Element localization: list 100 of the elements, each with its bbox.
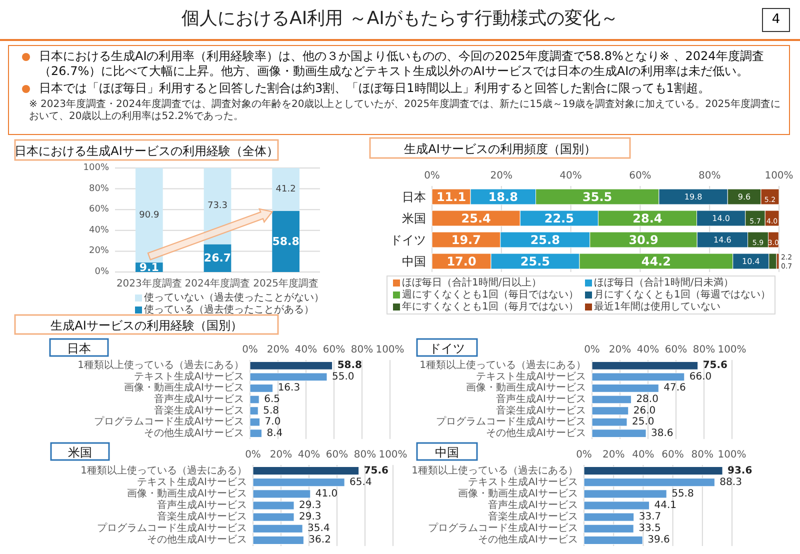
- y-tick-label: 40%: [88, 225, 110, 236]
- bar: [584, 466, 723, 476]
- data-label: 88.3: [720, 476, 742, 488]
- x-tick-label: 0%: [584, 344, 600, 356]
- x-tick-label: 2025年度調査: [253, 278, 319, 290]
- data-label: 17.0: [446, 254, 476, 268]
- text: 日本における生成AIの利用率（利用経験率）は、他の３か国より低いものの、今回の2025年度調査で58.8%となり※ 、2024年度調査（26.7%）に比べて大幅に上昇。他方、画像・動画生成などテキスト生成以外のAIサービスでは日本の生成AIの利用率は未だ低い。: [39, 49, 764, 78]
- chart-title: 生成AIサービスの利用頻度（国別）: [404, 142, 596, 156]
- x-tick-label: 60%: [664, 344, 688, 356]
- bar: [584, 524, 634, 533]
- bar: [252, 512, 294, 522]
- data-label: 58.8: [272, 234, 300, 248]
- data-label: 28.4: [632, 211, 662, 226]
- data-label: 33.5: [638, 523, 661, 534]
- x-tick-label: 40%: [632, 450, 654, 460]
- data-label: 55.8: [672, 488, 694, 500]
- x-tick-label: 20%: [266, 344, 290, 356]
- data-label: 41.0: [315, 488, 338, 500]
- bar: [584, 536, 643, 545]
- y-tick-label: 80%: [88, 184, 110, 194]
- y-tick-label: 画像・動画生成AIサービス: [466, 382, 586, 394]
- data-label: 28.0: [636, 394, 658, 405]
- data-label: 11.1: [436, 190, 466, 204]
- bar: [592, 429, 646, 438]
- data-label: 66.0: [689, 371, 712, 382]
- x-tick-label: 40%: [294, 344, 318, 356]
- data-label: 73.3: [207, 201, 228, 212]
- y-tick-label: 1種類以上使っている（過去にある）: [78, 359, 244, 372]
- y-tick-label: 画像・動画生成AIサービス: [458, 487, 578, 500]
- x-tick-label: 100%: [376, 344, 404, 356]
- legend-label: 年にすくなくとも1回（毎月ではない）: [402, 300, 578, 312]
- bar: [252, 524, 303, 533]
- data-label: 44.2: [641, 254, 671, 268]
- y-tick-label: 1種類以上使っている（過去にある）: [412, 464, 578, 476]
- text: ※ 2023年度調査・2024年度調査では、調査対象の年齢を20歳以上としていたが、2025年度調査では、新たに15歳～19歳を調査対象に加えている。2025年度調査において、20歳以上の利用率は52.2%であった。: [29, 99, 782, 123]
- y-tick-label: 音声生成AIサービス: [157, 499, 247, 511]
- legend-label: ほぼ毎日（合計1時間/日未満）: [594, 276, 734, 288]
- y-tick-label: 米国: [402, 211, 426, 226]
- data-label: 7.0: [264, 416, 281, 428]
- legend-label: 最近1年間は使用していない: [594, 300, 720, 312]
- y-tick-label: 画像・動画生成AIサービス: [124, 382, 244, 394]
- x-tick-label: 20%: [270, 450, 292, 460]
- y-tick-label: その他生成AIサービス: [478, 534, 578, 546]
- data-label: 19.8: [684, 192, 702, 202]
- data-label: 6.5: [264, 394, 280, 405]
- data-label: 47.6: [664, 382, 686, 394]
- y-tick-label: 中国: [402, 254, 426, 268]
- x-tick-label: 80%: [698, 170, 721, 182]
- data-label: 29.3: [299, 512, 322, 523]
- bar: [250, 406, 258, 415]
- y-tick-label: 音楽生成AIサービス: [488, 510, 578, 523]
- text: 4: [762, 8, 790, 32]
- data-label: 9.6: [738, 192, 751, 202]
- y-tick-label: ドイツ: [390, 232, 426, 247]
- bar: [252, 490, 311, 498]
- bar: [584, 490, 667, 498]
- bar: [136, 168, 163, 263]
- x-tick-label: 60%: [322, 344, 346, 356]
- chart-title: 日本における生成AIサービスの利用経験（全体）: [14, 144, 278, 158]
- bar: [250, 395, 260, 404]
- y-tick-label: その他生成AIサービス: [144, 426, 244, 439]
- legend-label: 使っている（過去使ったことがある）: [144, 304, 314, 316]
- data-label: 9.1: [139, 260, 159, 274]
- bar: [272, 210, 300, 272]
- y-tick-label: 画像・動画生成AIサービス: [127, 487, 247, 500]
- bar: [592, 384, 659, 392]
- data-label: 38.6: [651, 428, 674, 439]
- y-tick-label: テキスト生成AIサービス: [137, 476, 247, 488]
- bar: [250, 418, 260, 426]
- bar: [584, 512, 634, 522]
- data-label: 5.8: [263, 405, 280, 416]
- text: 日本: [67, 342, 91, 356]
- data-label: 25.5: [520, 254, 550, 268]
- data-label: 35.4: [308, 523, 330, 534]
- data-label: 33.7: [638, 512, 662, 523]
- data-label: 10.4: [742, 256, 760, 266]
- text: 個人におけるAI利用 ～AIがもたらす行動様式の変化～: [182, 8, 618, 29]
- y-tick-label: 20%: [88, 246, 110, 256]
- x-tick-label: 40%: [636, 344, 660, 356]
- y-tick-label: プログラムコード生成AIサービス: [428, 522, 578, 534]
- x-tick-label: 100%: [378, 450, 408, 460]
- bar: [250, 372, 328, 382]
- bar: [250, 384, 274, 392]
- bar: [592, 418, 628, 426]
- x-tick-label: 100%: [718, 450, 746, 460]
- data-label: 25.8: [530, 232, 560, 247]
- data-label: 26.0: [633, 405, 656, 416]
- y-tick-label: 音声生成AIサービス: [496, 393, 586, 405]
- x-tick-label: 0%: [242, 344, 258, 356]
- data-label: 93.6: [728, 465, 752, 476]
- x-tick-label: 0%: [245, 450, 261, 460]
- bar: [272, 168, 300, 211]
- y-tick-label: 日本: [402, 190, 426, 204]
- bar: [252, 478, 345, 487]
- data-label: 8.4: [266, 428, 283, 439]
- y-tick-label: 1種類以上使っている（過去にある）: [420, 359, 586, 372]
- bar: [250, 429, 262, 438]
- y-tick-label: その他生成AIサービス: [486, 426, 586, 439]
- x-tick-label: 20%: [608, 344, 632, 356]
- x-tick-label: 60%: [662, 450, 684, 460]
